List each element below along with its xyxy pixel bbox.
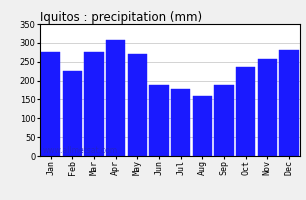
Bar	[128, 54, 147, 156]
Bar	[84, 52, 104, 156]
Bar	[41, 52, 60, 156]
Bar	[149, 85, 169, 156]
Bar	[236, 67, 256, 156]
Text: Iquitos : precipitation (mm): Iquitos : precipitation (mm)	[40, 11, 202, 24]
Bar	[171, 89, 190, 156]
Bar	[62, 71, 82, 156]
Bar	[192, 96, 212, 156]
Text: www.allmetsat.com: www.allmetsat.com	[42, 146, 118, 155]
Bar	[258, 59, 277, 156]
Bar	[214, 85, 234, 156]
Bar	[279, 50, 299, 156]
Bar	[106, 40, 125, 156]
